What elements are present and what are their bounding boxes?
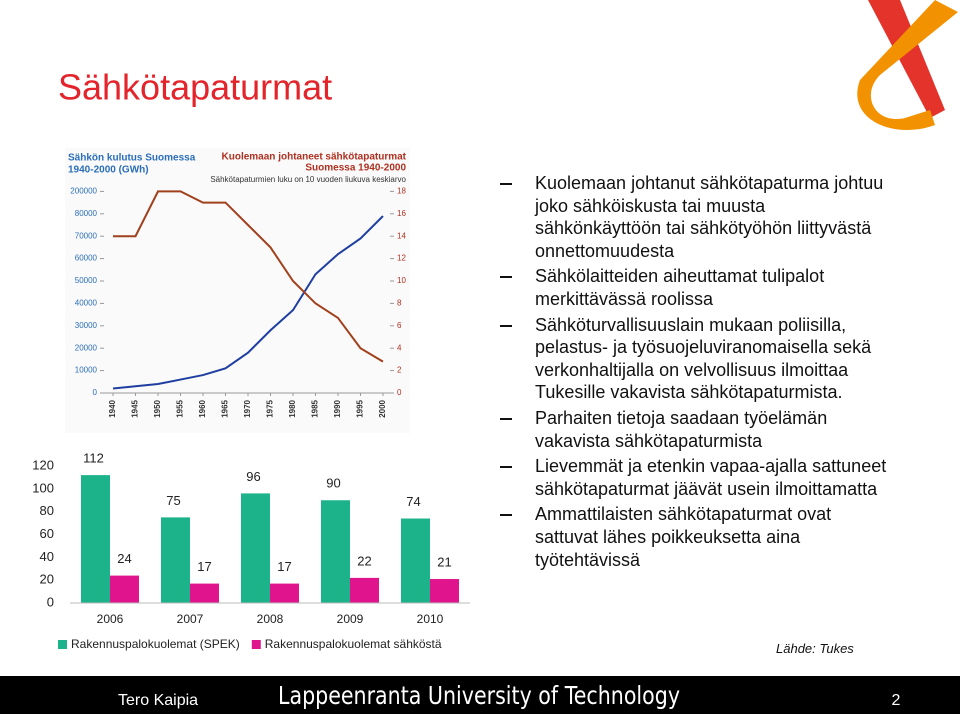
x-tick-label: 1985 bbox=[311, 399, 320, 417]
data-line bbox=[112, 215, 384, 390]
y2-tick-label: 18 bbox=[397, 187, 406, 196]
y-tick-label: 40000 bbox=[75, 299, 98, 308]
y2-tick-label: 16 bbox=[397, 209, 406, 218]
bullet: Sähköturvallisuuslain mukaan poliisilla,… bbox=[500, 314, 887, 404]
footer-bar bbox=[0, 676, 960, 714]
y-tick-label: 60 bbox=[40, 526, 54, 541]
x-tick-label: 2008 bbox=[257, 612, 284, 626]
y2-axis-title: Kuolemaan johtaneet sähkötapaturmat bbox=[222, 152, 407, 163]
bullet: Parhaiten tietoja saadaan työelämän vaka… bbox=[500, 407, 887, 452]
page-number: 2 bbox=[892, 692, 901, 709]
slide-title: Sähkötapaturmat bbox=[58, 67, 332, 108]
bar bbox=[321, 500, 350, 603]
value-label: 22 bbox=[357, 553, 371, 568]
x-tick-label: 1990 bbox=[333, 399, 342, 417]
y-tick-label: 20000 bbox=[75, 343, 98, 352]
value-label: 17 bbox=[277, 559, 291, 574]
y-tick-label: 120 bbox=[32, 457, 54, 472]
y2-tick-label: 6 bbox=[397, 321, 402, 330]
bar bbox=[430, 579, 459, 603]
x-tick-label: 1955 bbox=[176, 399, 185, 417]
footer-author: Tero Kaipia bbox=[118, 692, 198, 709]
bar-chart: 0 20 40 60 80 100 120 2006 112 24 2007 75 17 2008 96 17… bbox=[32, 451, 470, 651]
y2-tick-label: 4 bbox=[397, 343, 402, 352]
y-tick-label: 30000 bbox=[75, 321, 98, 330]
data-line bbox=[113, 190, 384, 363]
legend-swatch bbox=[251, 640, 261, 649]
x-tick-label: 1950 bbox=[153, 399, 162, 417]
y-tick-label: 80 bbox=[40, 503, 54, 518]
value-label: 96 bbox=[246, 469, 260, 484]
footer-university: Lappeenranta University of Technology bbox=[278, 681, 680, 710]
y-tick-label: 80000 bbox=[75, 209, 98, 218]
y-tick-label: 10000 bbox=[75, 366, 98, 375]
bullet: Kuolemaan johtanut sähkötapaturma johtuu… bbox=[500, 172, 887, 262]
y-axis-title: Sähkön kulutus Suomessa bbox=[68, 153, 196, 164]
bullet: Lievemmät ja etenkin vapaa-ajalla sattun… bbox=[500, 456, 887, 499]
chart-subtitle: Sähkötapaturmien luku on 10 vuoden liuku… bbox=[210, 175, 406, 184]
value-label: 75 bbox=[166, 493, 180, 508]
x-tick-label: 2010 bbox=[417, 612, 444, 626]
y-tick-label: 40 bbox=[40, 549, 54, 564]
y-tick-label: 200000 bbox=[70, 187, 97, 196]
legend-label: Rakennuspalokuolemat sähköstä bbox=[265, 637, 442, 651]
bullet: Sähkölaitteiden aiheuttamat tulipalot me… bbox=[500, 265, 887, 310]
line-chart: 0100002000030000400005000060000700008000… bbox=[68, 152, 407, 418]
y2-tick-label: 14 bbox=[397, 231, 406, 240]
bullet: Ammattilaisten sähkötapaturmat ovat satt… bbox=[500, 503, 887, 571]
x-tick-label: 2009 bbox=[337, 612, 364, 626]
bar bbox=[110, 575, 139, 603]
x-tick-label: 1960 bbox=[198, 399, 207, 417]
x-tick-label: 1965 bbox=[221, 399, 230, 417]
y2-tick-label: 8 bbox=[397, 299, 402, 308]
bullet-list: Kuolemaan johtanut sähkötapaturma johtuu… bbox=[500, 172, 887, 574]
y2-tick-label: 10 bbox=[397, 276, 406, 285]
bar bbox=[190, 583, 219, 603]
y-tick-label: 60000 bbox=[75, 254, 98, 263]
x-tick-label: 1975 bbox=[266, 399, 275, 417]
x-tick-label: 1940 bbox=[108, 399, 117, 417]
y-tick-label: 70000 bbox=[75, 231, 98, 240]
legend-swatch bbox=[58, 640, 67, 649]
value-label: 17 bbox=[197, 559, 211, 574]
bar bbox=[161, 517, 190, 603]
logo-shape bbox=[868, 0, 945, 118]
y-axis-title: 1940-2000 (GWh) bbox=[68, 165, 149, 176]
x-tick-label: 1970 bbox=[243, 399, 252, 417]
legend-label: Rakennuspalokuolemat (SPEK) bbox=[71, 637, 240, 651]
source-note: Lähde: Tukes bbox=[776, 641, 854, 656]
bar bbox=[401, 518, 430, 603]
x-tick-label: 2006 bbox=[97, 612, 124, 626]
bar bbox=[350, 577, 379, 603]
bar bbox=[241, 493, 270, 603]
x-tick-label: 2007 bbox=[177, 612, 204, 626]
y-tick-label: 0 bbox=[93, 388, 98, 397]
logo-shape bbox=[857, 0, 958, 130]
y-tick-label: 50000 bbox=[75, 276, 98, 285]
value-label: 112 bbox=[83, 451, 104, 466]
y-tick-label: 20 bbox=[40, 572, 54, 587]
y-tick-label: 0 bbox=[47, 594, 54, 609]
bar bbox=[270, 583, 299, 603]
y2-tick-label: 0 bbox=[397, 388, 402, 397]
y2-tick-label: 2 bbox=[397, 366, 402, 375]
value-label: 90 bbox=[326, 476, 340, 491]
value-label: 24 bbox=[117, 551, 131, 566]
x-tick-label: 1995 bbox=[356, 399, 365, 417]
value-label: 21 bbox=[437, 554, 451, 569]
line-chart-area bbox=[65, 148, 410, 433]
x-tick-label: 1945 bbox=[131, 399, 140, 417]
y2-axis-title: Suomessa 1940-2000 bbox=[305, 163, 406, 174]
x-tick-label: 1980 bbox=[288, 399, 297, 417]
x-tick-label: 2000 bbox=[378, 399, 387, 417]
y2-tick-label: 12 bbox=[397, 254, 406, 263]
bar bbox=[81, 475, 110, 603]
y-tick-label: 100 bbox=[32, 480, 54, 495]
value-label: 74 bbox=[406, 494, 420, 509]
